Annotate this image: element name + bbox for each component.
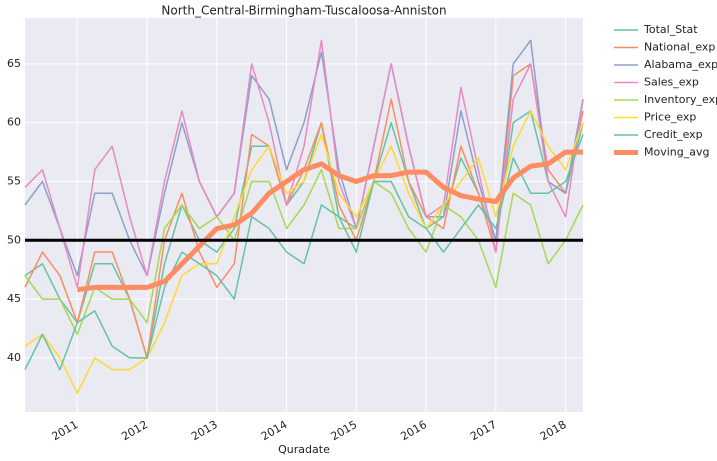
series-line xyxy=(24,39,584,289)
x-tick-label: 2013 xyxy=(189,418,220,443)
chart-title: North_Central-Birmingham-Tuscaloosa-Anni… xyxy=(161,4,446,18)
legend: Total_Stat National_exp Alabama_exp Sales_e… xyxy=(614,23,717,159)
y-tick-label: 65 xyxy=(7,57,21,70)
legend-label: Credit_exp xyxy=(644,128,703,141)
x-axis-label: Quradate xyxy=(278,443,330,456)
legend-label: Total_Stat xyxy=(643,23,698,36)
series-line xyxy=(24,134,584,371)
legend-label: Moving_avg xyxy=(644,146,709,159)
x-tick-label: 2015 xyxy=(329,418,360,443)
x-tick-label: 2016 xyxy=(398,418,429,443)
x-tick-label: 2014 xyxy=(259,418,290,443)
y-tick-label: 45 xyxy=(7,292,21,305)
y-tick-label: 50 xyxy=(7,233,21,246)
x-tick-label: 2011 xyxy=(50,418,81,443)
x-tick-label: 2018 xyxy=(538,418,569,443)
legend-label: Inventory_exp xyxy=(644,93,717,106)
y-tick-label: 55 xyxy=(7,174,21,187)
legend-label: Alabama_exp xyxy=(644,58,717,71)
plot-area xyxy=(25,18,583,412)
legend-label: National_exp xyxy=(644,41,715,54)
series-line xyxy=(24,168,584,336)
legend-label: Sales_exp xyxy=(644,76,699,89)
x-tick-label: 2012 xyxy=(119,418,150,443)
y-tick-label: 40 xyxy=(7,351,21,364)
legend-label: Price_exp xyxy=(644,111,696,124)
series-line xyxy=(24,110,584,394)
y-tick-label: 60 xyxy=(7,116,21,129)
series-line xyxy=(76,149,583,293)
x-tick-label: 2017 xyxy=(468,418,499,443)
